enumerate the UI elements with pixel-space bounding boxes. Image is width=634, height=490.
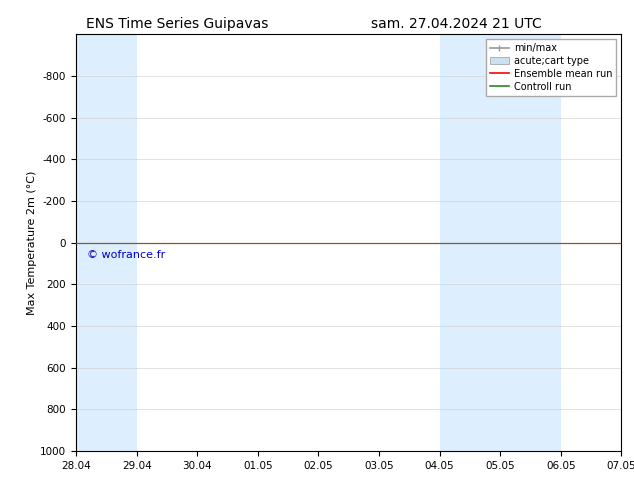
Text: sam. 27.04.2024 21 UTC: sam. 27.04.2024 21 UTC	[371, 17, 542, 31]
Legend: min/max, acute;cart type, Ensemble mean run, Controll run: min/max, acute;cart type, Ensemble mean …	[486, 39, 616, 96]
Bar	[621, 34, 634, 451]
Text: ENS Time Series Guipavas: ENS Time Series Guipavas	[86, 17, 269, 31]
Bar	[70, 34, 137, 451]
Y-axis label: Max Temperature 2m (°C): Max Temperature 2m (°C)	[27, 171, 37, 315]
Text: © wofrance.fr: © wofrance.fr	[87, 250, 165, 260]
Bar	[439, 34, 560, 451]
